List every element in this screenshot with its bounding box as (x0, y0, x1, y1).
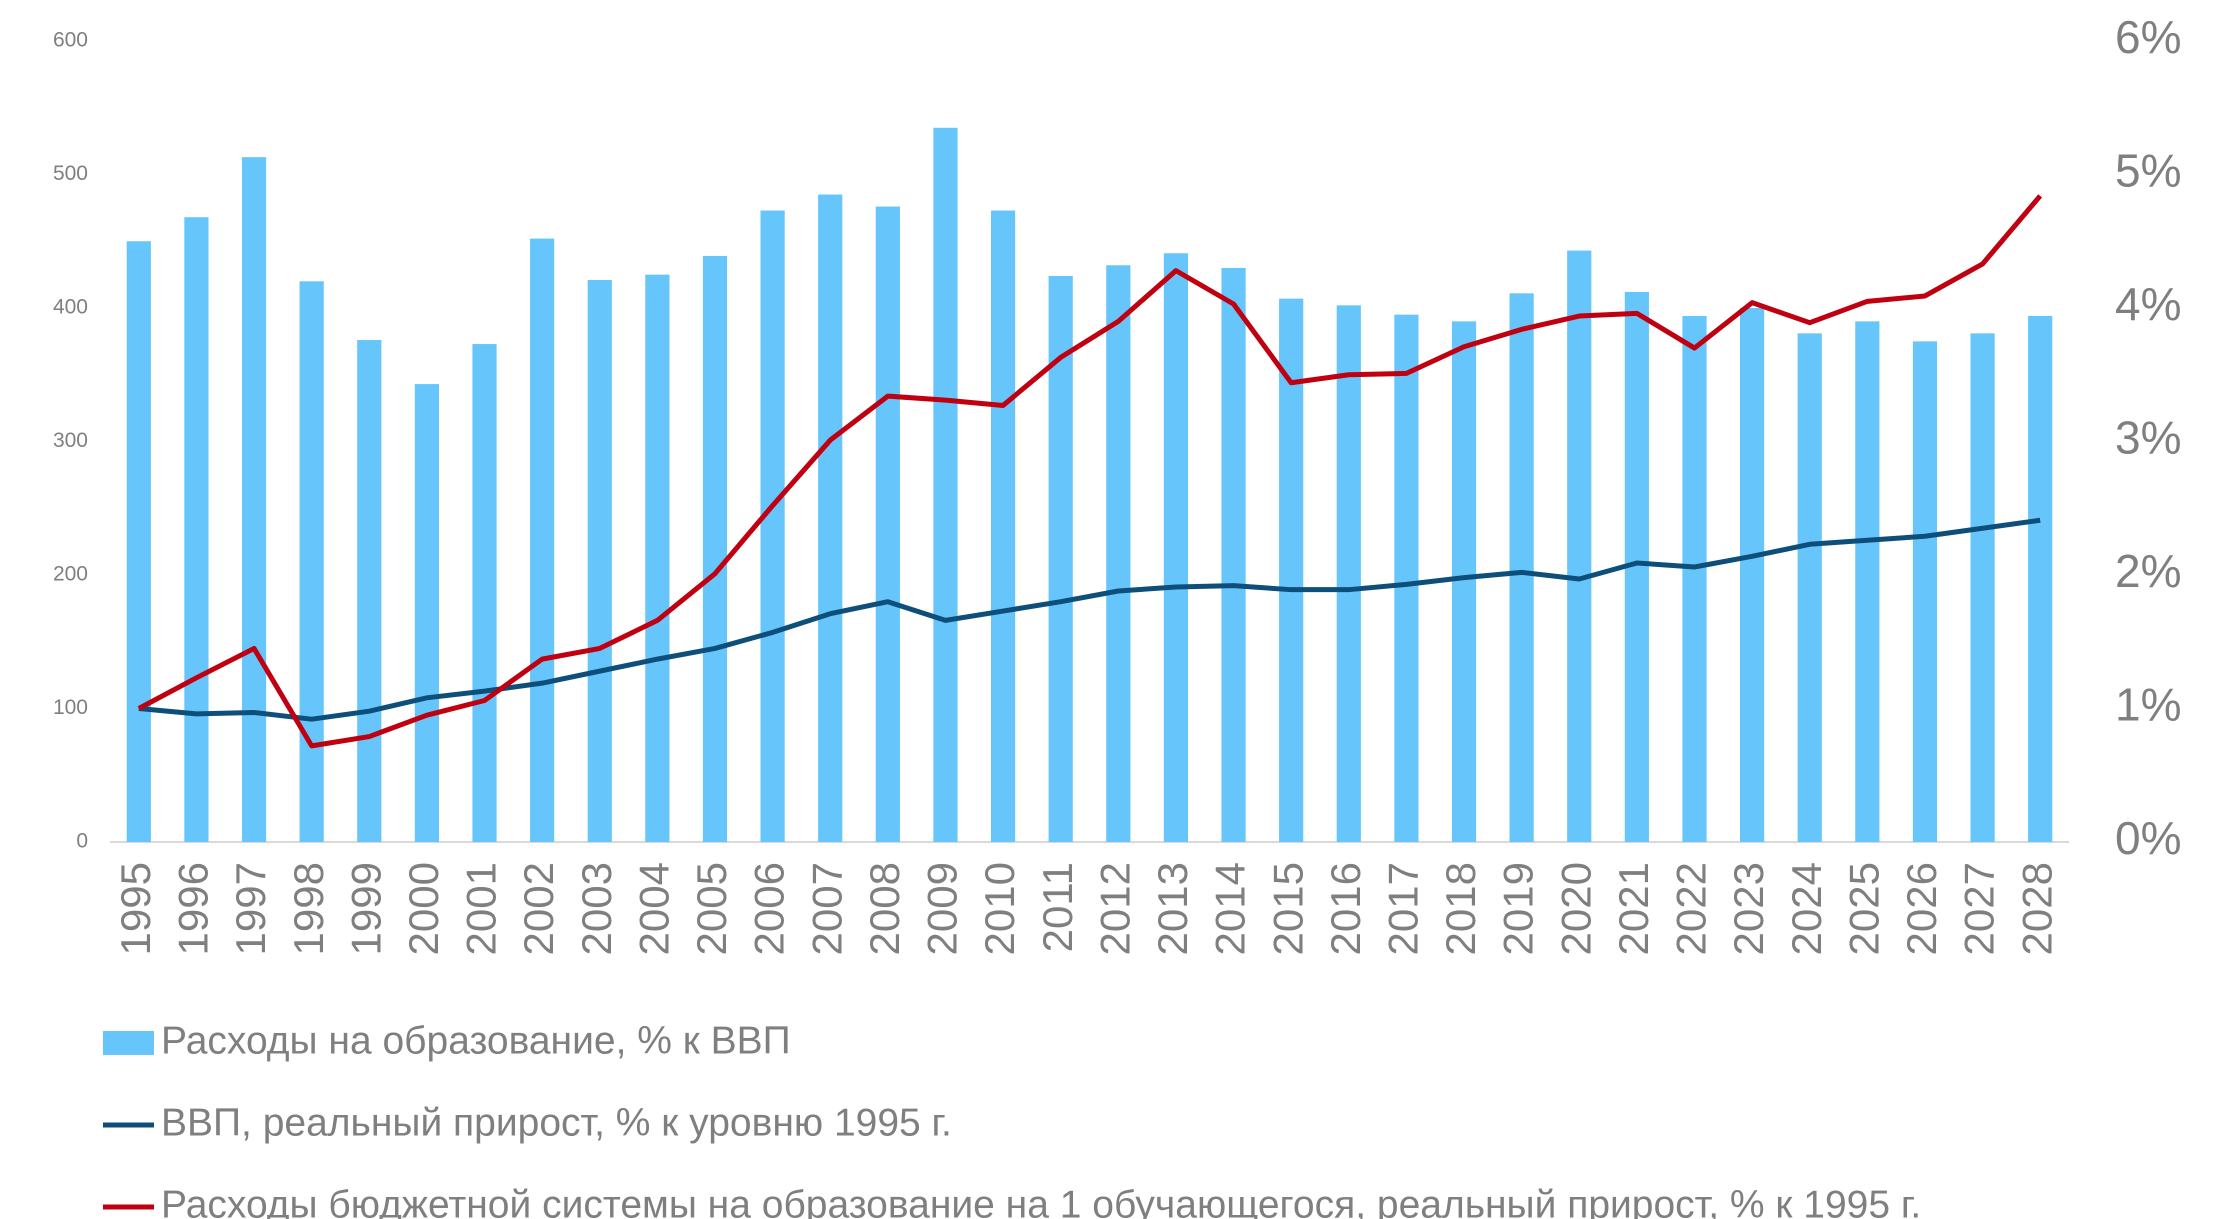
x-tick-label: 2025 (1840, 862, 1887, 955)
bar (2028, 316, 2053, 842)
bar (357, 340, 382, 842)
y-tick-label: 500 (53, 162, 88, 185)
bar (1509, 293, 1534, 842)
x-tick-label: 2011 (1034, 862, 1081, 952)
x-tick-label: 2008 (861, 862, 908, 955)
bar (645, 274, 670, 842)
y2-tick-label: 3% (2115, 412, 2181, 464)
y-tick-label: 300 (53, 429, 88, 452)
bar (184, 217, 209, 843)
x-tick-label: 2005 (688, 862, 735, 955)
x-tick-label: 2020 (1552, 862, 1599, 955)
x-tick-label: 1999 (342, 862, 389, 955)
x-tick-label: 1997 (227, 862, 274, 955)
y2-tick-label: 4% (2115, 278, 2181, 330)
y-tick-label: 200 (53, 563, 88, 586)
bar (1048, 275, 1073, 843)
bar (1567, 250, 1592, 843)
x-tick-label: 1998 (285, 862, 332, 955)
x-tick-label: 2021 (1610, 862, 1657, 955)
line (137, 194, 2043, 749)
y2-tick-label: 2% (2115, 545, 2181, 597)
x-tick-label: 2013 (1149, 862, 1196, 955)
bar (875, 206, 900, 843)
x-tick-label: 2015 (1264, 862, 1311, 955)
x-tick-label: 2024 (1783, 862, 1830, 955)
x-tick-label: 2022 (1668, 862, 1715, 955)
x-tick-label: 2009 (919, 862, 966, 955)
x-tick-label: 2000 (400, 862, 447, 955)
x-tick-label: 2027 (1956, 862, 2003, 955)
line (138, 517, 2041, 722)
y-tick-label: 100 (53, 696, 88, 719)
y-tick-label: 600 (53, 29, 88, 52)
bar (414, 384, 439, 842)
bar (1740, 308, 1765, 842)
x-tick-label: 2017 (1379, 862, 1426, 955)
x-tick-label: 2026 (1898, 862, 1945, 955)
x-tick-label: 2018 (1437, 862, 1484, 955)
bar (990, 210, 1016, 843)
legend-label: Расходы бюджетной системы на образование… (161, 1183, 1921, 1219)
bar (587, 279, 612, 843)
bar (472, 344, 497, 842)
bar (933, 127, 958, 842)
x-tick-label: 2004 (630, 862, 677, 955)
x-tick-label: 2002 (515, 862, 562, 955)
x-tick-label: 2016 (1322, 862, 1369, 955)
bar (126, 241, 151, 842)
x-tick-label: 2028 (2013, 862, 2060, 955)
bar (1970, 333, 1995, 842)
x-tick-label: 2010 (976, 862, 1023, 955)
bar (1682, 316, 1707, 842)
bar (1336, 305, 1361, 843)
y2-tick-label: 5% (2115, 145, 2181, 197)
x-tick-label: 2007 (803, 862, 850, 955)
y2-tick-label: 0% (2115, 812, 2181, 864)
bar (241, 157, 267, 842)
x-tick-label: 2001 (458, 862, 505, 955)
x-tick-label: 2003 (573, 862, 620, 955)
x-tick-label: 1995 (112, 862, 159, 955)
bar (1279, 298, 1304, 842)
y2-tick-label: 1% (2115, 679, 2181, 731)
bar (702, 255, 728, 842)
bar (1451, 321, 1477, 843)
bar (299, 281, 324, 842)
bar (1912, 341, 1938, 842)
bar (1394, 314, 1419, 842)
bar (1855, 321, 1880, 843)
y-tick-label: 400 (53, 296, 88, 319)
bar (760, 210, 785, 843)
x-tick-label: 2006 (746, 862, 793, 955)
bar (1106, 265, 1131, 842)
x-tick-label: 1996 (170, 862, 217, 955)
bar (1797, 333, 1822, 842)
bar (818, 194, 843, 842)
bar (1221, 267, 1246, 842)
x-tick-label: 2023 (1725, 862, 1772, 955)
bar (1163, 253, 1189, 842)
x-tick-label: 2014 (1207, 862, 1254, 955)
legend-label: Расходы на образование, % к ВВП (161, 1019, 791, 1062)
x-tick-label: 2012 (1091, 862, 1138, 955)
legend-marker (103, 1031, 154, 1055)
x-tick-label: 2019 (1495, 862, 1542, 955)
bar (530, 238, 555, 842)
y2-tick-label: 6% (2115, 11, 2181, 63)
y-tick-label: 0 (76, 830, 88, 853)
legend-label: ВВП, реальный прирост, % к уровню 1995 г… (161, 1101, 952, 1144)
